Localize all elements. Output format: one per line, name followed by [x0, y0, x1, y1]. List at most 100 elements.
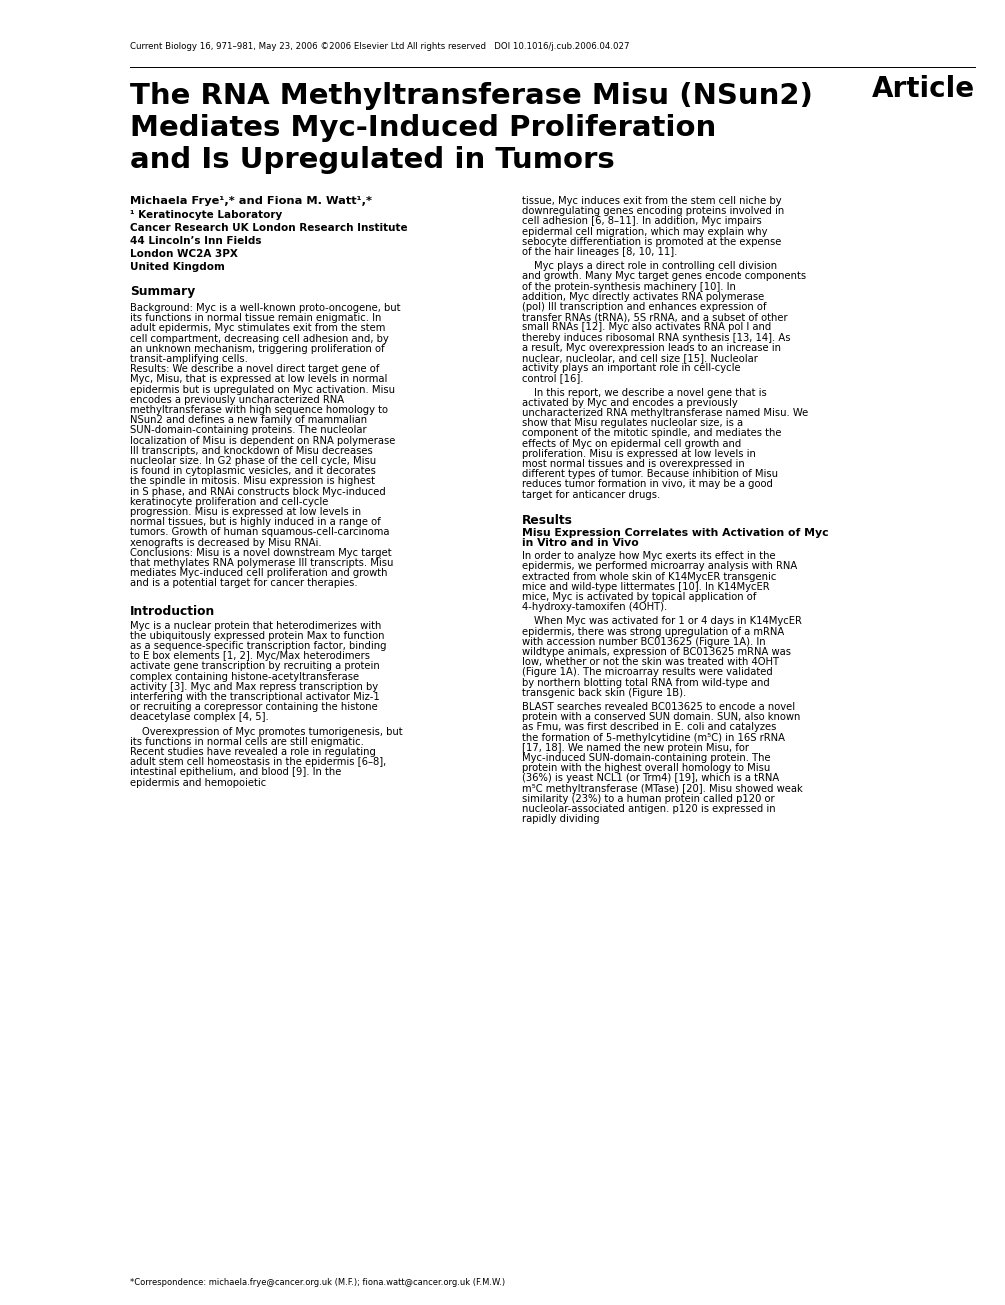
- Text: London WC2A 3PX: London WC2A 3PX: [130, 249, 238, 258]
- Text: interfering with the transcriptional activator Miz-1: interfering with the transcriptional act…: [130, 692, 380, 702]
- Text: with accession number BC013625 (Figure 1A). In: with accession number BC013625 (Figure 1…: [522, 637, 766, 647]
- Text: nucleolar-associated antigen. p120 is expressed in: nucleolar-associated antigen. p120 is ex…: [522, 804, 776, 814]
- Text: adult epidermis, Myc stimulates exit from the stem: adult epidermis, Myc stimulates exit fro…: [130, 324, 385, 333]
- Text: a result, Myc overexpression leads to an increase in: a result, Myc overexpression leads to an…: [522, 343, 781, 352]
- Text: Current Biology 16, 971–981, May 23, 2006 ©2006 Elsevier Ltd All rights reserved: Current Biology 16, 971–981, May 23, 200…: [130, 42, 629, 51]
- Text: proliferation. Misu is expressed at low levels in: proliferation. Misu is expressed at low …: [522, 449, 756, 459]
- Text: the spindle in mitosis. Misu expression is highest: the spindle in mitosis. Misu expression …: [130, 476, 375, 487]
- Text: as a sequence-specific transcription factor, binding: as a sequence-specific transcription fac…: [130, 641, 387, 651]
- Text: nucleolar size. In G2 phase of the cell cycle, Misu: nucleolar size. In G2 phase of the cell …: [130, 455, 376, 466]
- Text: 44 Lincoln’s Inn Fields: 44 Lincoln’s Inn Fields: [130, 236, 261, 247]
- Text: Cancer Research UK London Research Institute: Cancer Research UK London Research Insti…: [130, 223, 408, 234]
- Text: Article: Article: [872, 74, 975, 103]
- Text: Background: Myc is a well-known proto-oncogene, but: Background: Myc is a well-known proto-on…: [130, 303, 401, 313]
- Text: mediates Myc-induced cell proliferation and growth: mediates Myc-induced cell proliferation …: [130, 568, 388, 578]
- Text: keratinocyte proliferation and cell-cycle: keratinocyte proliferation and cell-cycl…: [130, 497, 329, 506]
- Text: epidermis and hemopoietic: epidermis and hemopoietic: [130, 778, 266, 788]
- Text: Summary: Summary: [130, 284, 195, 298]
- Text: adult stem cell homeostasis in the epidermis [6–8],: adult stem cell homeostasis in the epide…: [130, 757, 386, 767]
- Text: *Correspondence: michaela.frye@cancer.org.uk (M.F.); fiona.watt@cancer.org.uk (F: *Correspondence: michaela.frye@cancer.or…: [130, 1278, 506, 1287]
- Text: thereby induces ribosomal RNA synthesis [13, 14]. As: thereby induces ribosomal RNA synthesis …: [522, 333, 791, 343]
- Text: cell compartment, decreasing cell adhesion and, by: cell compartment, decreasing cell adhesi…: [130, 334, 389, 343]
- Text: (Figure 1A). The microarray results were validated: (Figure 1A). The microarray results were…: [522, 667, 773, 677]
- Text: Results: We describe a novel direct target gene of: Results: We describe a novel direct targ…: [130, 364, 379, 375]
- Text: downregulating genes encoding proteins involved in: downregulating genes encoding proteins i…: [522, 206, 784, 217]
- Text: methyltransferase with high sequence homology to: methyltransferase with high sequence hom…: [130, 405, 388, 415]
- Text: III transcripts, and knockdown of Misu decreases: III transcripts, and knockdown of Misu d…: [130, 446, 373, 455]
- Text: complex containing histone-acetyltransferase: complex containing histone-acetyltransfe…: [130, 672, 359, 681]
- Text: rapidly dividing: rapidly dividing: [522, 814, 600, 825]
- Text: mice, Myc is activated by topical application of: mice, Myc is activated by topical applic…: [522, 592, 757, 602]
- Text: mice and wild-type littermates [10]. In K14MycER: mice and wild-type littermates [10]. In …: [522, 582, 770, 591]
- Text: localization of Misu is dependent on RNA polymerase: localization of Misu is dependent on RNA…: [130, 436, 395, 445]
- Text: United Kingdom: United Kingdom: [130, 262, 225, 271]
- Text: small RNAs [12]. Myc also activates RNA pol I and: small RNAs [12]. Myc also activates RNA …: [522, 322, 771, 333]
- Text: epidermis, there was strong upregulation of a mRNA: epidermis, there was strong upregulation…: [522, 626, 784, 637]
- Text: epidermal cell migration, which may explain why: epidermal cell migration, which may expl…: [522, 227, 768, 236]
- Text: of the protein-synthesis machinery [10]. In: of the protein-synthesis machinery [10].…: [522, 282, 736, 291]
- Text: and is a potential target for cancer therapies.: and is a potential target for cancer the…: [130, 578, 358, 589]
- Text: Conclusions: Misu is a novel downstream Myc target: Conclusions: Misu is a novel downstream …: [130, 548, 392, 557]
- Text: In this report, we describe a novel gene that is: In this report, we describe a novel gene…: [534, 388, 767, 398]
- Text: transit-amplifying cells.: transit-amplifying cells.: [130, 354, 248, 364]
- Text: cell adhesion [6, 8–11]. In addition, Myc impairs: cell adhesion [6, 8–11]. In addition, My…: [522, 217, 762, 226]
- Text: The RNA Methyltransferase Misu (NSun2): The RNA Methyltransferase Misu (NSun2): [130, 82, 813, 110]
- Text: activated by Myc and encodes a previously: activated by Myc and encodes a previousl…: [522, 398, 738, 407]
- Text: intestinal epithelium, and blood [9]. In the: intestinal epithelium, and blood [9]. In…: [130, 767, 342, 778]
- Text: sebocyte differentiation is promoted at the expense: sebocyte differentiation is promoted at …: [522, 236, 781, 247]
- Text: target for anticancer drugs.: target for anticancer drugs.: [522, 489, 660, 500]
- Text: m⁵C methyltransferase (MTase) [20]. Misu showed weak: m⁵C methyltransferase (MTase) [20]. Misu…: [522, 783, 803, 793]
- Text: BLAST searches revealed BC013625 to encode a novel: BLAST searches revealed BC013625 to enco…: [522, 702, 795, 713]
- Text: most normal tissues and is overexpressed in: most normal tissues and is overexpressed…: [522, 459, 745, 468]
- Text: xenografts is decreased by Misu RNAi.: xenografts is decreased by Misu RNAi.: [130, 538, 322, 548]
- Text: activity [3]. Myc and Max repress transcription by: activity [3]. Myc and Max repress transc…: [130, 681, 378, 692]
- Text: tissue, Myc induces exit from the stem cell niche by: tissue, Myc induces exit from the stem c…: [522, 196, 782, 206]
- Text: SUN-domain-containing proteins. The nucleolar: SUN-domain-containing proteins. The nucl…: [130, 425, 367, 436]
- Text: epidermis, we performed microarray analysis with RNA: epidermis, we performed microarray analy…: [522, 561, 797, 572]
- Text: Introduction: Introduction: [130, 604, 215, 617]
- Text: low, whether or not the skin was treated with 4OHT: low, whether or not the skin was treated…: [522, 658, 779, 667]
- Text: to E box elements [1, 2]. Myc/Max heterodimers: to E box elements [1, 2]. Myc/Max hetero…: [130, 651, 370, 662]
- Text: in Vitro and in Vivo: in Vitro and in Vivo: [522, 539, 639, 548]
- Text: of the hair lineages [8, 10, 11].: of the hair lineages [8, 10, 11].: [522, 247, 677, 257]
- Text: activate gene transcription by recruiting a protein: activate gene transcription by recruitin…: [130, 662, 380, 671]
- Text: Results: Results: [522, 514, 573, 527]
- Text: transgenic back skin (Figure 1B).: transgenic back skin (Figure 1B).: [522, 688, 686, 698]
- Text: the ubiquitously expressed protein Max to function: the ubiquitously expressed protein Max t…: [130, 630, 385, 641]
- Text: Recent studies have revealed a role in regulating: Recent studies have revealed a role in r…: [130, 746, 376, 757]
- Text: its functions in normal tissue remain enigmatic. In: its functions in normal tissue remain en…: [130, 313, 381, 324]
- Text: (pol) III transcription and enhances expression of: (pol) III transcription and enhances exp…: [522, 301, 767, 312]
- Text: progression. Misu is expressed at low levels in: progression. Misu is expressed at low le…: [130, 508, 361, 517]
- Text: Myc-induced SUN-domain-containing protein. The: Myc-induced SUN-domain-containing protei…: [522, 753, 771, 763]
- Text: Myc plays a direct role in controlling cell division: Myc plays a direct role in controlling c…: [534, 261, 777, 271]
- Text: that methylates RNA polymerase III transcripts. Misu: that methylates RNA polymerase III trans…: [130, 559, 393, 568]
- Text: an unknown mechanism, triggering proliferation of: an unknown mechanism, triggering prolife…: [130, 343, 385, 354]
- Text: in S phase, and RNAi constructs block Myc-induced: in S phase, and RNAi constructs block My…: [130, 487, 386, 497]
- Text: extracted from whole skin of K14MycER transgenic: extracted from whole skin of K14MycER tr…: [522, 572, 777, 582]
- Text: and growth. Many Myc target genes encode components: and growth. Many Myc target genes encode…: [522, 271, 806, 282]
- Text: different types of tumor. Because inhibition of Misu: different types of tumor. Because inhibi…: [522, 470, 778, 479]
- Text: protein with the highest overall homology to Misu: protein with the highest overall homolog…: [522, 763, 770, 773]
- Text: component of the mitotic spindle, and mediates the: component of the mitotic spindle, and me…: [522, 428, 782, 438]
- Text: Overexpression of Myc promotes tumorigenesis, but: Overexpression of Myc promotes tumorigen…: [142, 727, 403, 736]
- Text: reduces tumor formation in vivo, it may be a good: reduces tumor formation in vivo, it may …: [522, 479, 773, 489]
- Text: NSun2 and defines a new family of mammalian: NSun2 and defines a new family of mammal…: [130, 415, 367, 425]
- Text: In order to analyze how Myc exerts its effect in the: In order to analyze how Myc exerts its e…: [522, 551, 776, 561]
- Text: When Myc was activated for 1 or 4 days in K14MycER: When Myc was activated for 1 or 4 days i…: [534, 616, 802, 626]
- Text: addition, Myc directly activates RNA polymerase: addition, Myc directly activates RNA pol…: [522, 292, 764, 301]
- Text: uncharacterized RNA methyltransferase named Misu. We: uncharacterized RNA methyltransferase na…: [522, 408, 808, 418]
- Text: by northern blotting total RNA from wild-type and: by northern blotting total RNA from wild…: [522, 677, 770, 688]
- Text: is found in cytoplasmic vesicles, and it decorates: is found in cytoplasmic vesicles, and it…: [130, 466, 376, 476]
- Text: nuclear, nucleolar, and cell size [15]. Nucleolar: nuclear, nucleolar, and cell size [15]. …: [522, 352, 758, 363]
- Text: transfer RNAs (tRNA), 5S rRNA, and a subset of other: transfer RNAs (tRNA), 5S rRNA, and a sub…: [522, 312, 788, 322]
- Text: as Fmu, was first described in E. coli and catalyzes: as Fmu, was first described in E. coli a…: [522, 723, 777, 732]
- Text: ¹ Keratinocyte Laboratory: ¹ Keratinocyte Laboratory: [130, 210, 282, 221]
- Text: [17, 18]. We named the new protein Misu, for: [17, 18]. We named the new protein Misu,…: [522, 743, 749, 753]
- Text: protein with a conserved SUN domain. SUN, also known: protein with a conserved SUN domain. SUN…: [522, 713, 800, 722]
- Text: wildtype animals, expression of BC013625 mRNA was: wildtype animals, expression of BC013625…: [522, 647, 791, 656]
- Text: the formation of 5-methylcytidine (m⁵C) in 16S rRNA: the formation of 5-methylcytidine (m⁵C) …: [522, 732, 785, 743]
- Text: Mediates Myc-Induced Proliferation: Mediates Myc-Induced Proliferation: [130, 114, 717, 142]
- Text: its functions in normal cells are still enigmatic.: its functions in normal cells are still …: [130, 737, 364, 746]
- Text: normal tissues, but is highly induced in a range of: normal tissues, but is highly induced in…: [130, 517, 381, 527]
- Text: control [16].: control [16].: [522, 373, 584, 384]
